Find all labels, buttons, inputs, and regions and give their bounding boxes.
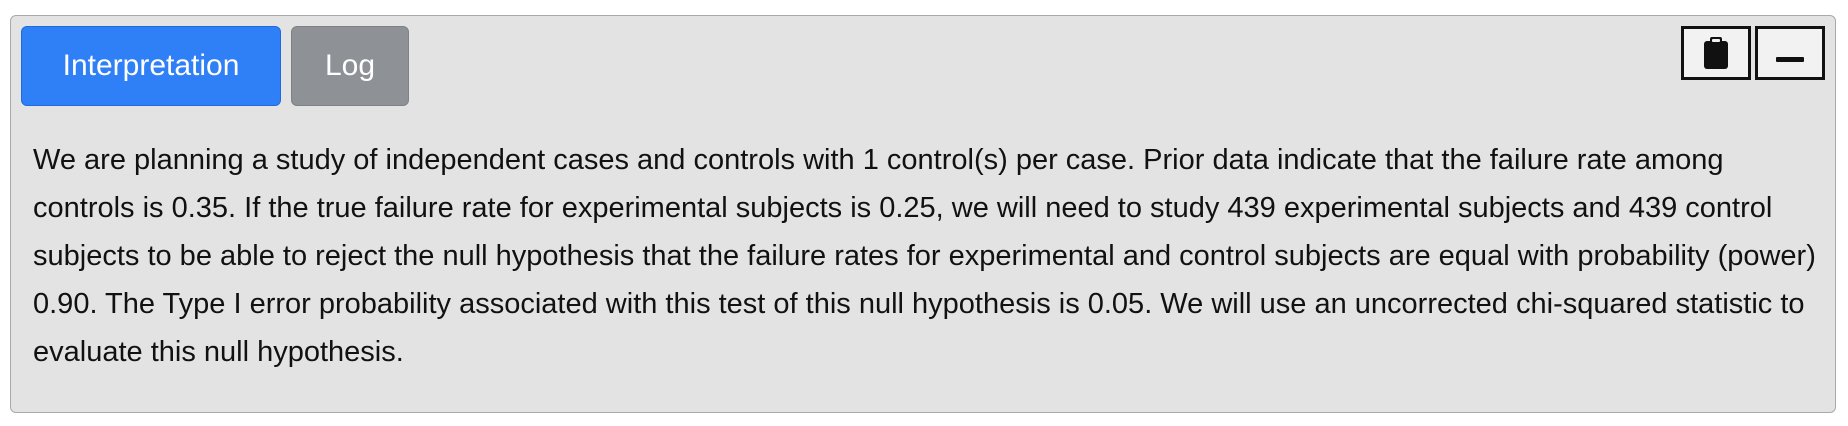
tab-log[interactable]: Log (291, 26, 409, 106)
clipboard-icon (1702, 36, 1730, 70)
cropped-header-strip (0, 0, 1848, 8)
tab-interpretation[interactable]: Interpretation (21, 26, 281, 106)
minimize-button[interactable] (1755, 26, 1825, 80)
panel-tools (1681, 26, 1825, 80)
copy-button[interactable] (1681, 26, 1751, 80)
output-panel: Interpretation Log (10, 15, 1836, 413)
minimize-icon (1773, 36, 1807, 70)
panel-tabs: Interpretation Log (21, 26, 409, 106)
interpretation-text: We are planning a study of independent c… (33, 144, 1816, 368)
